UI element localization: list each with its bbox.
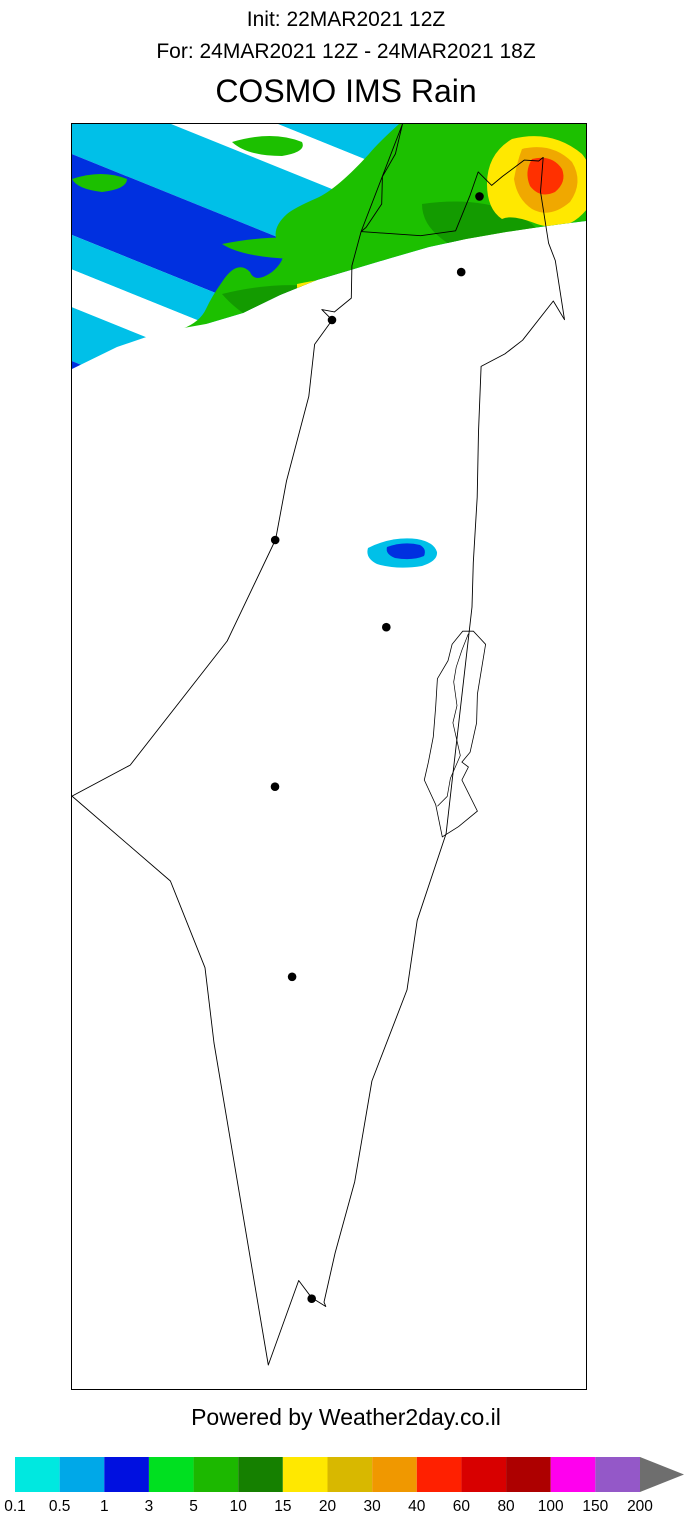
svg-text:200: 200 (627, 1498, 653, 1515)
svg-text:100: 100 (538, 1498, 564, 1515)
svg-text:0.5: 0.5 (49, 1498, 71, 1515)
svg-text:10: 10 (230, 1498, 248, 1515)
svg-text:0.1: 0.1 (4, 1498, 26, 1515)
svg-text:15: 15 (274, 1498, 291, 1515)
svg-text:5: 5 (189, 1498, 198, 1515)
svg-text:80: 80 (497, 1498, 515, 1515)
svg-text:3: 3 (145, 1498, 154, 1515)
svg-text:60: 60 (453, 1498, 471, 1515)
svg-text:150: 150 (582, 1498, 608, 1515)
svg-text:1: 1 (100, 1498, 109, 1515)
svg-text:30: 30 (364, 1498, 382, 1515)
svg-text:40: 40 (408, 1498, 426, 1515)
svg-text:20: 20 (319, 1498, 337, 1515)
